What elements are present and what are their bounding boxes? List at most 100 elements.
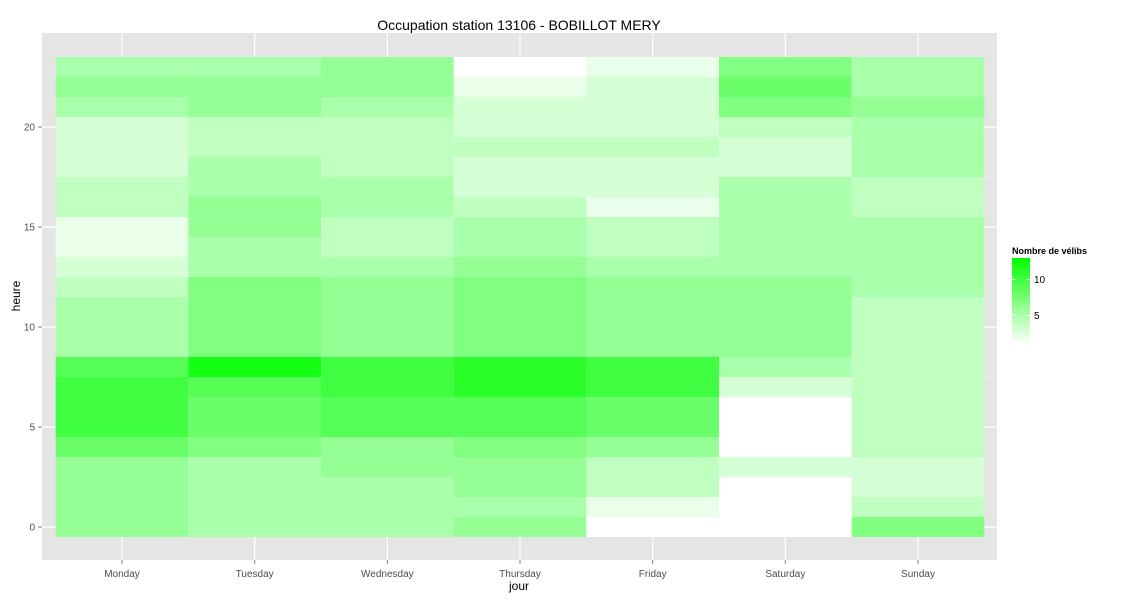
heatmap-cell bbox=[719, 77, 852, 97]
y-tick-label: 20 bbox=[24, 123, 36, 134]
heatmap-cell bbox=[586, 297, 720, 317]
heatmap-cell bbox=[719, 57, 852, 77]
heatmap-cell bbox=[188, 197, 321, 217]
heatmap-cell bbox=[453, 257, 587, 277]
heatmap-cell bbox=[321, 177, 454, 197]
heatmap-cell bbox=[188, 517, 321, 537]
heatmap-cell bbox=[321, 157, 454, 177]
heatmap-cell bbox=[453, 317, 587, 337]
heatmap-cell bbox=[719, 177, 852, 197]
heatmap-cell bbox=[851, 157, 985, 177]
heatmap-cell bbox=[851, 497, 985, 517]
heatmap-cell bbox=[453, 417, 587, 437]
heatmap-cell bbox=[453, 117, 587, 137]
heatmap-cell bbox=[453, 297, 587, 317]
heatmap-cell bbox=[586, 237, 720, 257]
heatmap-cell bbox=[453, 97, 587, 117]
heatmap-cell bbox=[586, 197, 720, 217]
heatmap-cell bbox=[453, 477, 587, 497]
heatmap-cell bbox=[55, 157, 189, 177]
heatmap-cell bbox=[453, 277, 587, 297]
heatmap-cell bbox=[188, 297, 321, 317]
heatmap-cell bbox=[188, 217, 321, 237]
x-tick-label: Wednesday bbox=[361, 569, 414, 580]
heatmap-cell bbox=[719, 237, 852, 257]
heatmap-cell bbox=[719, 137, 852, 157]
heatmap-cell bbox=[188, 257, 321, 277]
legend-color-bar bbox=[1012, 258, 1030, 344]
heatmap-cell bbox=[851, 477, 985, 497]
heatmap-cell bbox=[55, 317, 189, 337]
heatmap-cell bbox=[851, 97, 985, 117]
heatmap-cell bbox=[851, 317, 985, 337]
heatmap-cell bbox=[586, 97, 720, 117]
heatmap-cell bbox=[719, 397, 852, 417]
legend-title: Nombre de vélibs bbox=[1012, 246, 1087, 256]
heatmap-cell bbox=[55, 457, 189, 477]
heatmap-cell bbox=[453, 77, 587, 97]
heatmap-cell bbox=[586, 57, 720, 77]
heatmap-cell bbox=[188, 77, 321, 97]
heatmap-cell bbox=[321, 477, 454, 497]
heatmap-cell bbox=[55, 337, 189, 357]
heatmap-cell bbox=[321, 457, 454, 477]
heatmap-cell bbox=[188, 357, 321, 377]
heatmap-cell bbox=[851, 137, 985, 157]
heatmap-cell bbox=[188, 457, 321, 477]
heatmap-cell bbox=[188, 497, 321, 517]
heatmap-cell bbox=[55, 137, 189, 157]
heatmap-cell bbox=[719, 97, 852, 117]
heatmap-cell bbox=[851, 177, 985, 197]
heatmap-cell bbox=[321, 317, 454, 337]
heatmap-tiles bbox=[55, 57, 985, 537]
heatmap-cell bbox=[55, 257, 189, 277]
heatmap-cell bbox=[188, 337, 321, 357]
heatmap-cell bbox=[188, 417, 321, 437]
heatmap-cell bbox=[719, 357, 852, 377]
heatmap-cell bbox=[851, 377, 985, 397]
heatmap-cell bbox=[719, 417, 852, 437]
x-tick-label: Thursday bbox=[499, 569, 541, 580]
heatmap-cell bbox=[55, 397, 189, 417]
heatmap-cell bbox=[55, 177, 189, 197]
heatmap-cell bbox=[188, 157, 321, 177]
heatmap-cell bbox=[321, 77, 454, 97]
heatmap-cell bbox=[586, 257, 720, 277]
y-tick-label: 0 bbox=[29, 523, 35, 534]
heatmap-cell bbox=[188, 97, 321, 117]
heatmap-cell bbox=[321, 117, 454, 137]
heatmap-cell bbox=[453, 397, 587, 417]
chart-title: Occupation station 13106 - BOBILLOT MERY bbox=[377, 17, 661, 33]
heatmap-cell bbox=[453, 437, 587, 457]
heatmap-cell bbox=[851, 357, 985, 377]
heatmap-cell bbox=[55, 357, 189, 377]
heatmap-cell bbox=[453, 157, 587, 177]
heatmap-cell bbox=[719, 457, 852, 477]
heatmap-cell bbox=[719, 217, 852, 237]
heatmap-cell bbox=[586, 517, 720, 537]
heatmap-cell bbox=[586, 457, 720, 477]
heatmap-cell bbox=[188, 57, 321, 77]
heatmap-cell bbox=[321, 397, 454, 417]
heatmap-cell bbox=[586, 417, 720, 437]
x-tick-label: Monday bbox=[104, 569, 140, 580]
heatmap-cell bbox=[453, 357, 587, 377]
heatmap-cell bbox=[719, 337, 852, 357]
heatmap-cell bbox=[453, 457, 587, 477]
heatmap-cell bbox=[321, 57, 454, 77]
heatmap-cell bbox=[188, 437, 321, 457]
heatmap-cell bbox=[851, 217, 985, 237]
heatmap-cell bbox=[851, 117, 985, 137]
heatmap-cell bbox=[453, 337, 587, 357]
heatmap-cell bbox=[851, 297, 985, 317]
heatmap-cell bbox=[719, 477, 852, 497]
heatmap-cell bbox=[55, 497, 189, 517]
heatmap-cell bbox=[188, 277, 321, 297]
y-axis-title: heure bbox=[9, 280, 23, 311]
heatmap-cell bbox=[851, 237, 985, 257]
heatmap-cell bbox=[188, 177, 321, 197]
heatmap-cell bbox=[586, 497, 720, 517]
heatmap-cell bbox=[55, 57, 189, 77]
heatmap-cell bbox=[453, 197, 587, 217]
heatmap-cell bbox=[453, 137, 587, 157]
